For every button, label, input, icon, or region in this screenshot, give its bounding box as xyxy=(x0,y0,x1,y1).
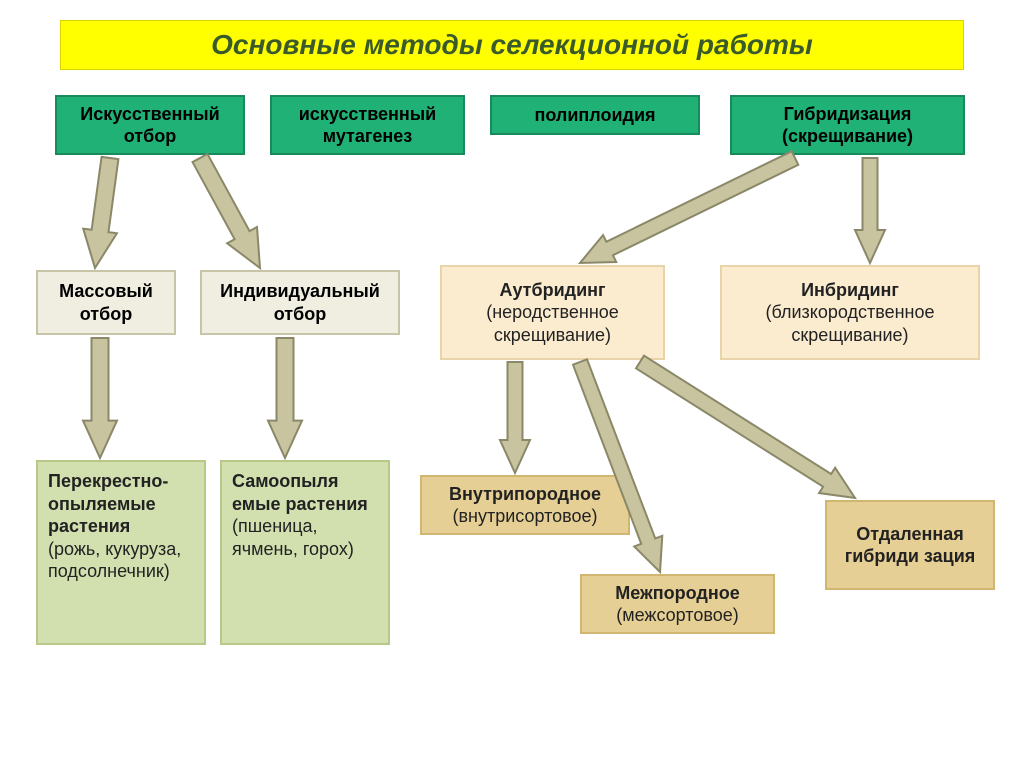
label-sub: (близкородственное скрещивание) xyxy=(765,302,934,345)
label-sub: (неродственное скрещивание) xyxy=(486,302,619,345)
label-bold: Самоопыля емые растения xyxy=(232,471,368,514)
label: Искусственный отбор xyxy=(67,103,233,148)
arrow-icon xyxy=(193,154,260,268)
label: Гибридизация (скрещивание) xyxy=(742,103,953,148)
label: Индивидуальный отбор xyxy=(212,280,388,325)
node-outbreeding: Аутбридинг (неродственное скрещивание) xyxy=(440,265,665,360)
label: Межпородное (межсортовое) xyxy=(615,582,739,627)
node-polyploidy: полиплоидия xyxy=(490,95,700,135)
label: Отдаленная гибриди зация xyxy=(837,523,983,568)
arrow-icon xyxy=(580,151,798,263)
label-bold: Межпородное xyxy=(615,583,739,603)
label: искусственный мутагенез xyxy=(282,103,453,148)
node-distant-hybridization: Отдаленная гибриди зация xyxy=(825,500,995,590)
node-artificial-mutagenesis: искусственный мутагенез xyxy=(270,95,465,155)
arrow-icon xyxy=(636,356,855,498)
arrow-icon xyxy=(855,158,885,263)
node-self-pollinated: Самоопыля емые растения (пшеница, ячмень… xyxy=(220,460,390,645)
label: Самоопыля емые растения (пшеница, ячмень… xyxy=(232,470,378,560)
node-artificial-selection: Искусственный отбор xyxy=(55,95,245,155)
arrow-icon xyxy=(573,359,662,572)
node-inbreeding: Инбридинг (близкородственное скрещивание… xyxy=(720,265,980,360)
node-individual-selection: Индивидуальный отбор xyxy=(200,270,400,335)
arrow-icon xyxy=(83,338,117,458)
label-sub: (внутрисортовое) xyxy=(452,506,597,526)
node-mass-selection: Массовый отбор xyxy=(36,270,176,335)
arrow-icon xyxy=(83,157,118,268)
label: полиплоидия xyxy=(534,104,655,127)
label: Инбридинг (близкородственное скрещивание… xyxy=(732,279,968,347)
label: Аутбридинг (неродственное скрещивание) xyxy=(452,279,653,347)
label-bold: Перекрестно-опыляемые растения xyxy=(48,471,168,536)
label: Перекрестно-опыляемые растения (рожь, ку… xyxy=(48,470,194,583)
node-hybridization: Гибридизация (скрещивание) xyxy=(730,95,965,155)
label-bold: Инбридинг xyxy=(801,280,899,300)
arrow-icon xyxy=(268,338,302,458)
label-sub: (пшеница, ячмень, горох) xyxy=(232,516,354,559)
label-bold: Аутбридинг xyxy=(499,280,605,300)
label: Внутрипородное (внутрисортовое) xyxy=(449,483,601,528)
node-cross-pollinated: Перекрестно-опыляемые растения (рожь, ку… xyxy=(36,460,206,645)
title-text: Основные методы селекционной работы xyxy=(211,29,813,61)
arrow-icon xyxy=(500,362,530,473)
label-bold: Внутрипородное xyxy=(449,484,601,504)
label: Массовый отбор xyxy=(48,280,164,325)
page-title: Основные методы селекционной работы xyxy=(60,20,964,70)
node-intrabreed: Внутрипородное (внутрисортовое) xyxy=(420,475,630,535)
label-sub: (межсортовое) xyxy=(616,605,738,625)
label-sub: (рожь, кукуруза, подсолнечник) xyxy=(48,539,181,582)
node-interbreed: Межпородное (межсортовое) xyxy=(580,574,775,634)
